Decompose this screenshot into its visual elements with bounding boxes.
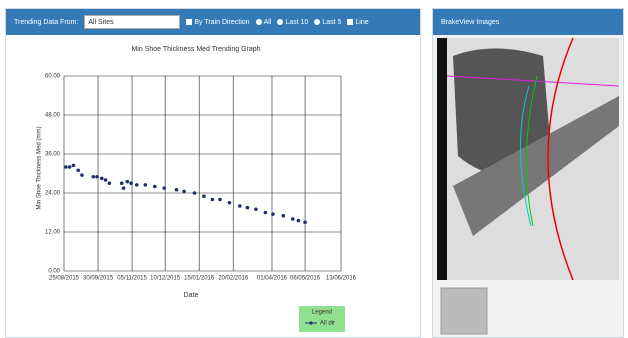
y-tick-label: 12.00 [45, 230, 61, 236]
point [282, 214, 286, 218]
opt-label: Line [355, 19, 368, 26]
point [144, 183, 148, 187]
point [80, 173, 84, 177]
opt[interactable]: Line [347, 19, 368, 26]
images [433, 36, 623, 336]
legend-swatch [309, 321, 312, 324]
point [76, 168, 80, 172]
image-panel: BrakeView Images [432, 8, 624, 338]
opt-label: By Train Direction [194, 19, 249, 26]
point [238, 204, 242, 208]
point [202, 194, 206, 198]
x-tick-label: 20/02/2016 [218, 276, 249, 282]
trend-panel: Trending Data From: All Sites By Train D… [5, 8, 421, 338]
opt-label: Last 10 [285, 19, 308, 26]
x-tick-label: 01/04/2016 [257, 276, 288, 282]
point [297, 219, 301, 223]
point [120, 181, 124, 185]
point [104, 178, 108, 182]
point [68, 165, 72, 169]
point [64, 165, 68, 169]
point [162, 186, 166, 190]
site-select[interactable]: All Sites [84, 15, 180, 29]
y-tick-label: 0.00 [48, 269, 60, 275]
x-tick-label: 06/05/2016 [290, 276, 321, 282]
point [182, 190, 186, 194]
point [193, 191, 197, 195]
point [92, 175, 96, 179]
thumbnail[interactable] [441, 288, 487, 334]
opt[interactable]: Last 5 [314, 19, 341, 26]
point [122, 186, 126, 190]
point [108, 181, 112, 185]
point [100, 177, 104, 181]
point [303, 220, 307, 224]
image-header: BrakeView Images [433, 9, 623, 35]
point [271, 212, 275, 216]
x-tick-label: 30/09/2015 [83, 276, 114, 282]
y-tick-label: 24.00 [45, 191, 61, 197]
chart-title: Min Shoe Thickness Med Trending Graph [131, 46, 260, 53]
x-tick-label: 05/11/2015 [117, 276, 147, 282]
point [218, 198, 222, 202]
x-tick-label: 13/06/2016 [326, 276, 357, 282]
x-tick-label: 25/08/2015 [49, 276, 80, 282]
legend-label: All dir [320, 321, 335, 327]
point [254, 207, 258, 211]
point [175, 188, 179, 192]
x-tick-label: 15/01/2016 [184, 276, 215, 282]
opt[interactable]: By Train Direction [186, 19, 249, 26]
opt[interactable]: All [256, 19, 272, 26]
opt-label: Last 5 [322, 19, 341, 26]
legend-title: Legend [312, 310, 332, 316]
y-tick-label: 48.00 [45, 113, 61, 119]
toolbar-label: Trending Data From: [14, 19, 78, 26]
point [95, 175, 99, 179]
toolbar: Trending Data From: All Sites By Train D… [6, 9, 420, 35]
x-tick-label: 10/12/2015 [150, 276, 181, 282]
y-tick-label: 36.00 [45, 152, 61, 158]
point [291, 217, 295, 221]
point [129, 181, 133, 185]
point [72, 164, 76, 168]
opt-label: All [264, 19, 272, 26]
image-title: BrakeView Images [441, 19, 499, 26]
page: Trending Data From: All Sites By Train D… [0, 0, 628, 338]
y-axis-title: Min Shoe Thickness Med (mm) [37, 127, 43, 210]
chart: Min Shoe Thickness Med Trending Graph Da… [1, 37, 415, 337]
point [264, 211, 268, 215]
point [126, 180, 130, 184]
point [153, 185, 157, 189]
y-tick-label: 60.00 [45, 74, 61, 80]
image-edge [437, 38, 447, 280]
point [228, 201, 232, 205]
point [246, 206, 250, 210]
opt[interactable]: Last 10 [277, 19, 308, 26]
x-axis-title: Date [184, 292, 199, 299]
point [211, 198, 215, 202]
point [135, 183, 139, 187]
